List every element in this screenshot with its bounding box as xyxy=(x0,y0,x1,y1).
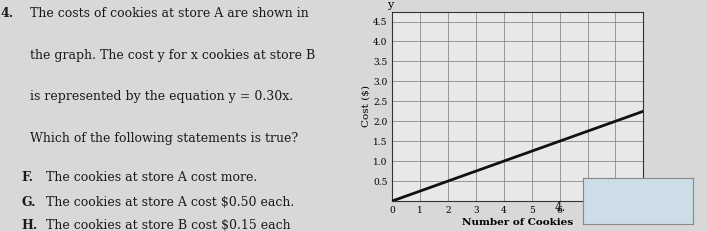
Text: The cookies at store B cost $0.15 each: The cookies at store B cost $0.15 each xyxy=(45,219,290,231)
Text: H.: H. xyxy=(22,219,38,231)
Text: F.: F. xyxy=(22,171,34,184)
X-axis label: Number of Cookies: Number of Cookies xyxy=(462,218,573,227)
Text: x: x xyxy=(646,203,651,212)
Text: Which of the following statements is true?: Which of the following statements is tru… xyxy=(30,132,298,145)
Text: the graph. The cost y for x cookies at store B: the graph. The cost y for x cookies at s… xyxy=(30,49,315,61)
Text: is represented by the equation y = 0.30x.: is represented by the equation y = 0.30x… xyxy=(30,90,293,103)
Y-axis label: Cost ($): Cost ($) xyxy=(361,85,370,127)
Text: The cookies at store A cost more.: The cookies at store A cost more. xyxy=(45,171,257,184)
Text: G.: G. xyxy=(22,196,36,209)
Text: 4.: 4. xyxy=(0,7,13,20)
Text: 4.: 4. xyxy=(554,201,566,214)
Text: y: y xyxy=(387,0,393,10)
Text: The cookies at store A cost $0.50 each.: The cookies at store A cost $0.50 each. xyxy=(45,196,294,209)
Text: The costs of cookies at store A are shown in: The costs of cookies at store A are show… xyxy=(30,7,308,20)
